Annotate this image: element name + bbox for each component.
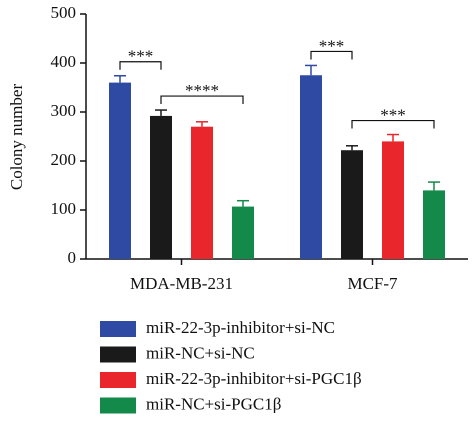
bar (150, 115, 172, 259)
bar (191, 126, 213, 259)
bar (300, 75, 322, 259)
significance-bracket (160, 95, 244, 105)
legend-swatch (100, 397, 136, 414)
bar (232, 206, 254, 259)
y-tick-label: 100 (51, 199, 77, 218)
legend-label: miR-22-3p-inhibitor+si-PGC1β (146, 369, 362, 388)
x-tick-label: MCF-7 (347, 274, 398, 293)
bar (382, 141, 404, 259)
y-tick-label: 0 (68, 248, 77, 267)
significance-label: **** (185, 81, 219, 100)
bar (423, 190, 445, 259)
y-tick-label: 200 (51, 150, 77, 169)
bar (341, 150, 363, 259)
legend-swatch (100, 321, 136, 337)
x-tick-label: MDA-MB-231 (130, 274, 233, 293)
significance-label: *** (319, 36, 345, 55)
significance-bracket (119, 61, 162, 70)
legend-label: miR-NC+si-PGC1β (146, 394, 281, 413)
significance-label: *** (380, 105, 406, 124)
legend-swatch (100, 346, 136, 363)
legend-label: miR-NC+si-NC (146, 343, 255, 362)
y-tick-label: 300 (51, 101, 77, 120)
legend-swatch (100, 372, 136, 388)
significance-label: *** (128, 47, 154, 66)
significance-bracket (310, 50, 353, 60)
legend-label: miR-22-3p-inhibitor+si-NC (146, 318, 335, 337)
significance-bracket (351, 119, 435, 129)
y-tick-label: 500 (51, 3, 77, 22)
bar (109, 82, 131, 259)
y-tick-label: 400 (51, 52, 77, 71)
y-axis-label: Colony number (7, 84, 26, 191)
